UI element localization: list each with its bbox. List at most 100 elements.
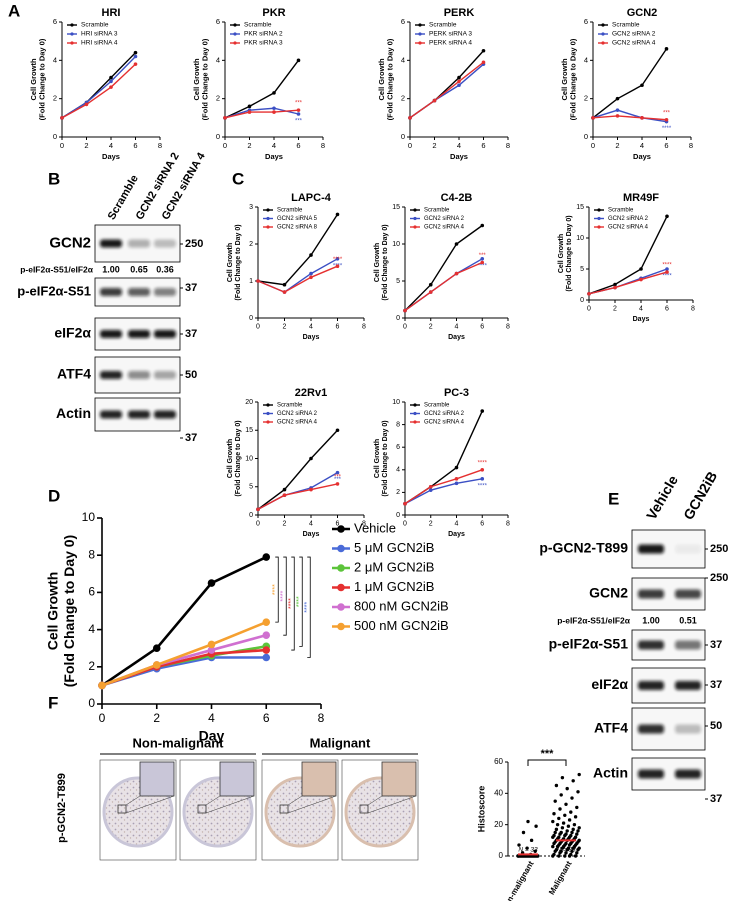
data-point <box>591 116 595 120</box>
legend-label: GCN2 siRNA 2 <box>612 31 656 38</box>
data-point <box>613 285 617 290</box>
blot-band <box>128 410 150 419</box>
data-point <box>664 47 669 51</box>
series-line <box>257 265 338 293</box>
data-point <box>554 783 559 788</box>
y-axis-label: Cell Growth <box>227 439 234 478</box>
data-point <box>133 54 138 59</box>
data-point <box>566 824 571 828</box>
data-point <box>665 267 669 271</box>
zoom-inset <box>381 761 417 797</box>
x-tick-label: 2 <box>615 141 619 150</box>
data-point <box>615 96 620 101</box>
data-point <box>533 849 537 853</box>
data-point <box>573 815 578 819</box>
x-tick-label: 0 <box>591 141 595 150</box>
x-tick-label: 4 <box>639 305 643 312</box>
data-point <box>262 553 271 561</box>
legend-marker <box>337 544 345 553</box>
data-point <box>615 114 620 118</box>
data-point <box>207 579 216 587</box>
data-point <box>564 832 568 836</box>
data-point <box>563 813 567 817</box>
data-point <box>564 802 568 806</box>
data-point <box>335 257 340 261</box>
sig-label: **** <box>288 598 295 609</box>
x-tick-label: 8 <box>691 305 695 312</box>
legend-marker <box>597 225 601 229</box>
line-chart: 0 2 4 6 8 10 0 2 4 6 8 PC-3 Days Cell Growth (Fold Cha… <box>374 387 510 538</box>
y-tick-label: 2 <box>401 94 405 103</box>
legend-label: 5 μM GCN2iB <box>354 540 434 555</box>
row-label: GCN2 <box>589 585 628 601</box>
x-tick-label: 6 <box>336 520 340 527</box>
chart-title: HRI <box>102 7 121 19</box>
x-tick-label: 0 <box>60 141 64 150</box>
legend-label: GCN2 siRNA 4 <box>277 420 318 426</box>
legend-marker <box>413 403 417 407</box>
sig-label: **** <box>662 126 672 132</box>
x-tick-label: 4 <box>455 520 459 527</box>
data-point <box>480 260 485 265</box>
y-axis-label: (Fold Change to Day 0) <box>61 535 77 687</box>
data-point <box>570 830 574 835</box>
sig-label: *** <box>479 253 487 259</box>
data-point <box>552 852 556 857</box>
data-point <box>564 851 568 855</box>
data-point <box>575 832 579 836</box>
data-point <box>247 104 252 109</box>
y-tick-label: 8 <box>396 421 400 428</box>
x-tick-label: 2 <box>432 141 436 150</box>
blot-band <box>100 410 122 419</box>
x-tick-label: 6 <box>480 323 484 330</box>
x-tick-label: 6 <box>336 323 340 330</box>
x-axis-label: Days <box>303 334 320 341</box>
data-point <box>152 644 161 652</box>
data-point <box>573 854 578 858</box>
legend-label: HRI siRNA 4 <box>81 40 118 47</box>
y-tick-label: 4 <box>396 467 400 474</box>
blot-band <box>675 769 701 779</box>
x-tick-label: 2 <box>613 305 617 312</box>
ratio-label: p-eIF2α-S51/eIF2α <box>557 615 631 625</box>
data-point <box>576 829 580 833</box>
data-point <box>133 62 138 66</box>
data-point <box>133 50 138 55</box>
legend-label: Scramble <box>244 22 272 29</box>
y-tick-label: 10 <box>82 510 96 524</box>
data-point <box>639 267 643 271</box>
y-axis-label: Cell Growth <box>558 234 565 273</box>
data-point <box>551 844 555 849</box>
data-point <box>309 271 313 276</box>
data-point <box>480 409 485 413</box>
data-point <box>565 786 569 791</box>
data-point <box>665 214 669 219</box>
blot-band <box>638 544 664 554</box>
series-line <box>404 261 483 312</box>
legend-marker <box>413 411 417 416</box>
panel-label: B <box>48 169 60 188</box>
legend-label: Scramble <box>612 22 640 29</box>
y-tick-label: 0 <box>249 315 253 322</box>
chart-title: MR49F <box>623 192 659 204</box>
data-point <box>335 428 340 433</box>
data-point <box>454 271 459 276</box>
y-tick-label: 2 <box>396 489 400 496</box>
data-point <box>554 827 559 832</box>
series-line <box>257 483 338 510</box>
legend-marker <box>266 216 270 221</box>
panel-label: D <box>48 486 60 505</box>
data-point <box>639 277 643 282</box>
series-line <box>588 215 668 295</box>
y-tick-label: 5 <box>580 266 584 273</box>
series-line <box>592 109 667 123</box>
data-point <box>454 477 459 481</box>
sig-label: **** <box>478 460 488 466</box>
chart-title: GCN2 <box>627 7 658 19</box>
line-chart: 0 2 4 6 0 2 4 6 8 HRI Days Cell Growth (Fold Change … <box>29 7 162 161</box>
y-tick-label: 10 <box>392 399 400 406</box>
data-point <box>567 818 572 822</box>
y-axis-label: Cell Growth <box>560 58 569 101</box>
blot-band <box>128 330 150 338</box>
group-label: Non-malignant <box>133 735 225 750</box>
